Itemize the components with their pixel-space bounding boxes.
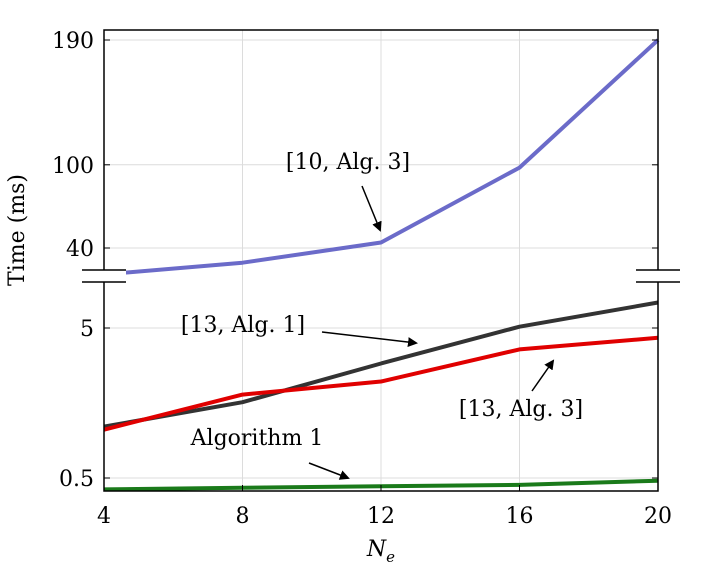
axis-break-layer [82, 269, 680, 283]
x-tick-label: 4 [97, 504, 111, 529]
series-annotation-label: [13, Alg. 1] [181, 313, 305, 338]
series-annotation-label: [10, Alg. 3] [286, 150, 410, 175]
x-axis-label-sub: e [386, 548, 395, 566]
annotation-arrow [321, 331, 418, 348]
x-tick-label: 20 [644, 504, 672, 529]
y-tick-label: 0.5 [59, 467, 94, 492]
annotation-arrow [531, 359, 555, 392]
x-axis-label: Ne [366, 537, 395, 566]
y-tick-label: 40 [66, 237, 94, 262]
series-line [103, 300, 659, 429]
series-line [103, 38, 660, 277]
annotation-layer: [10, Alg. 3] [13, Alg. 1] [13, Alg. 3] Algo… [181, 150, 583, 480]
axis-break-gap [636, 270, 680, 282]
x-tick-label: 12 [367, 504, 395, 529]
x-tick-label: 16 [506, 504, 534, 529]
y-axis-label: Time (ms) [5, 174, 30, 286]
y-tick-label: 100 [52, 154, 94, 179]
y-tick-label: 5 [80, 317, 94, 342]
series-line [103, 335, 659, 432]
x-axis-label-base: N [366, 537, 387, 562]
axis-break-gap [82, 270, 126, 282]
x-tick-label: 8 [236, 504, 250, 529]
series-annotation-label: Algorithm 1 [190, 426, 324, 451]
series-annotation-label: [13, Alg. 3] [459, 397, 583, 422]
y-tick-label: 190 [52, 29, 94, 54]
annotation-arrow [361, 185, 382, 232]
annotation-arrow [308, 462, 350, 480]
tick-layer: 4 8 12 16 20 190 100 40 5 0.5 [52, 29, 672, 529]
